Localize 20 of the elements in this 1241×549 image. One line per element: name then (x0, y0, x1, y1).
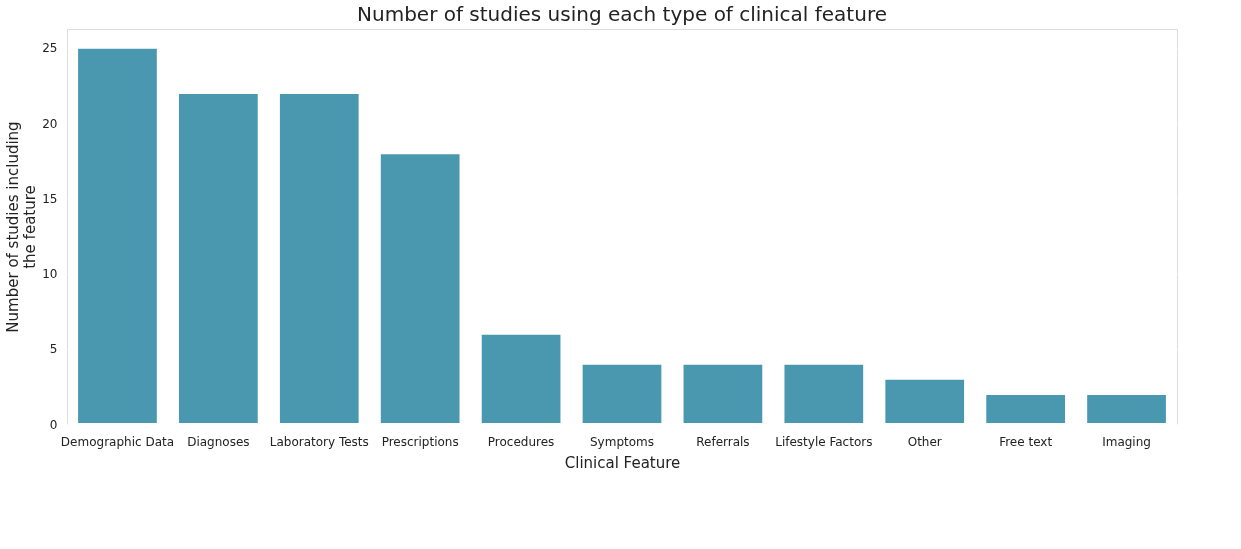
x-axis-title: Clinical Feature (564, 453, 681, 472)
y-tick-label: 10 (42, 267, 58, 282)
y-tick-label: 0 (49, 417, 58, 432)
chart-title: Number of studies using each type of clinical feature (357, 2, 887, 26)
x-tick-label: Referrals (696, 434, 750, 449)
y-tick-label: 25 (42, 41, 58, 56)
x-tick-label: Diagnoses (187, 434, 250, 449)
x-tick-label: Other (907, 434, 942, 449)
x-tick-label: Imaging (1102, 434, 1151, 449)
x-tick-label: Symptoms (589, 434, 655, 449)
y-tick-label: 20 (42, 116, 58, 131)
x-tick-label: Free text (999, 434, 1053, 449)
y-axis-title: Number of studies including the feature (4, 121, 40, 333)
y-tick-label: 5 (49, 342, 58, 357)
x-tick-label: Lifestyle Factors (775, 434, 873, 449)
x-tick-label: Demographic Data (60, 434, 175, 449)
x-tick-label: Procedures (487, 434, 555, 449)
x-tick-label: Prescriptions (381, 434, 459, 449)
x-tick-label: Laboratory Tests (269, 434, 369, 449)
y-tick-label: 15 (42, 191, 58, 206)
